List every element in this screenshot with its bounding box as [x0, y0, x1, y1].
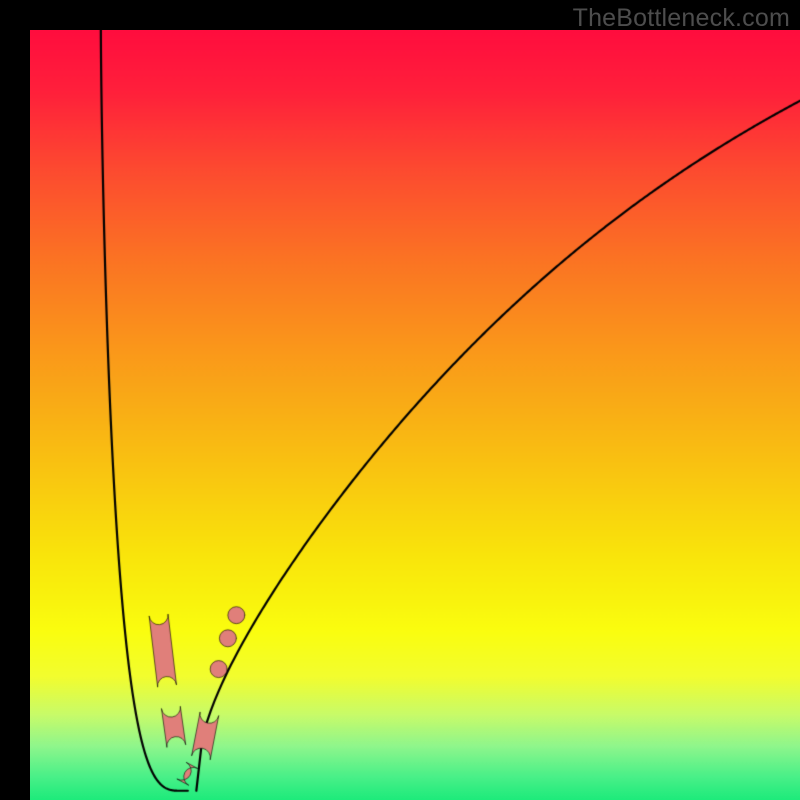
watermark-text: TheBottleneck.com — [573, 4, 790, 33]
chart-plot-area — [30, 30, 800, 800]
chart-curves-and-markers — [30, 30, 800, 800]
